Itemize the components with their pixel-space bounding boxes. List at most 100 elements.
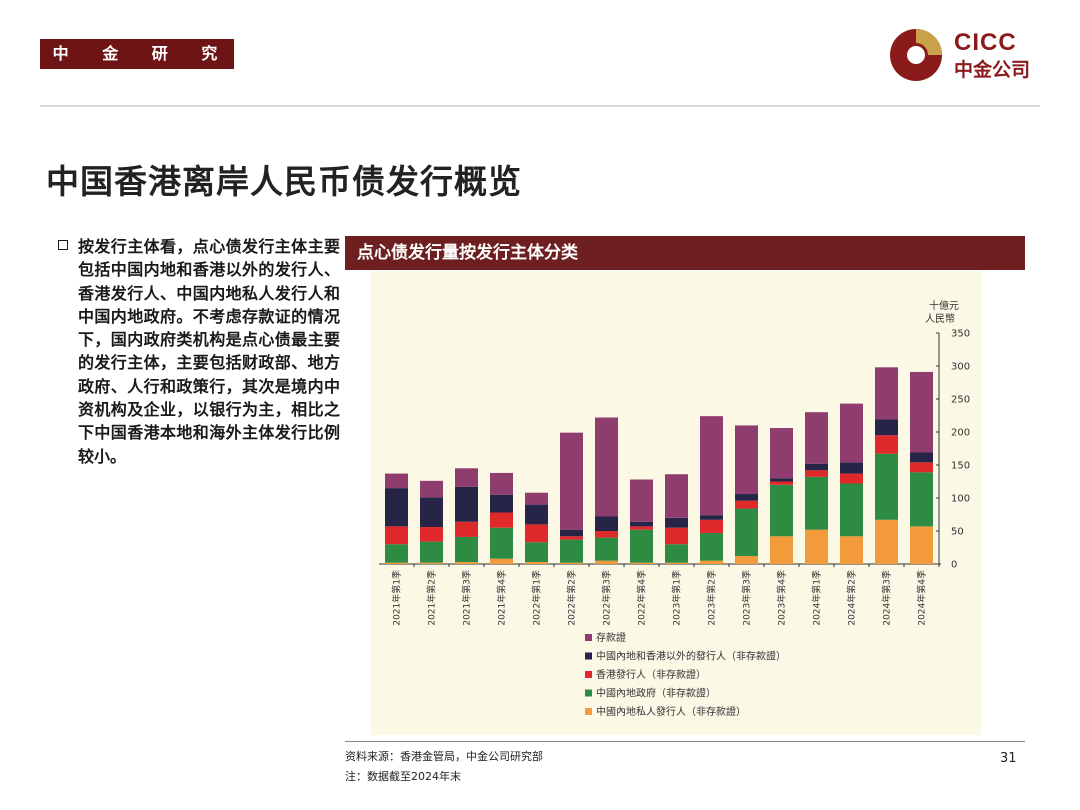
footnote: 注：数据截至2024年末 [345, 770, 461, 783]
bar-segment [910, 472, 933, 527]
bar-segment [665, 517, 688, 528]
bar-segment [630, 479, 653, 522]
bar-segment [560, 562, 583, 564]
bar-segment [875, 453, 898, 520]
bar-segment [420, 562, 443, 564]
y-axis-label: 十億元 [929, 299, 959, 312]
bar-segment [560, 536, 583, 540]
x-tick-label: 2024年第2季 [846, 570, 858, 626]
bar-segment [910, 462, 933, 473]
bar-segment [770, 536, 793, 564]
bar-segment [420, 527, 443, 542]
bar-segment [840, 462, 863, 474]
bar-segment [735, 556, 758, 564]
bar-segment [490, 527, 513, 559]
bar-segment [700, 519, 723, 533]
x-tick-label: 2022年第1季 [531, 570, 543, 626]
bar-segment [595, 537, 618, 561]
chart-header: 点心债发行量按发行主体分类 [345, 236, 1025, 270]
bar-segment [875, 519, 898, 564]
bar-segment [525, 542, 548, 563]
bar-segment [630, 562, 653, 564]
x-tick-label: 2022年第3季 [601, 570, 613, 626]
bar-segment [455, 536, 478, 563]
bar-segment [455, 521, 478, 537]
bar-segment [525, 524, 548, 543]
legend-swatch [585, 708, 592, 715]
bullet-square-icon [58, 240, 68, 250]
x-tick-label: 2021年第3季 [461, 570, 473, 626]
bar-segment [595, 560, 618, 564]
bar-segment [770, 484, 793, 537]
bar-segment [385, 562, 408, 564]
bar-segment [560, 432, 583, 530]
bar-segment [805, 529, 828, 564]
legend-swatch [585, 634, 592, 641]
bar-segment [420, 541, 443, 563]
bar-segment [525, 562, 548, 564]
y-tick-label: 350 [951, 329, 970, 340]
logo-text-en: CICC [954, 29, 1017, 56]
bar-segment [805, 470, 828, 477]
source-note: 资料来源：香港金管局，中金公司研究部 [345, 750, 543, 763]
bar-segment [385, 526, 408, 545]
x-tick-label: 2023年第2季 [706, 570, 718, 626]
logo-text-cn: 中金公司 [954, 59, 1031, 81]
bar-segment [455, 468, 478, 487]
bar-segment [770, 478, 793, 482]
bar-segment [595, 417, 618, 517]
x-tick-label: 2021年第1季 [391, 570, 403, 626]
bar-segment [665, 562, 688, 564]
bar-segment [700, 560, 723, 564]
y-tick-label: 200 [951, 428, 970, 439]
x-tick-label: 2022年第2季 [566, 570, 578, 626]
y-tick-label: 0 [951, 560, 957, 571]
y-tick-label: 150 [951, 461, 970, 472]
bar-segment [630, 529, 653, 563]
bar-segment [735, 494, 758, 501]
bar-segment [840, 403, 863, 463]
bar-segment [875, 367, 898, 420]
x-tick-label: 2023年第3季 [741, 570, 753, 626]
bar-segment [455, 562, 478, 564]
bullet-text: 按发行主体看，点心债发行主体主要包括中国内地和香港以外的发行人、香港发行人、中国… [78, 237, 340, 466]
y-tick-label: 100 [951, 494, 970, 505]
legend-label: 中國內地和香港以外的發行人（非存款證） [596, 650, 786, 663]
bar-segment [735, 500, 758, 509]
bar-segment [770, 428, 793, 479]
x-tick-label: 2024年第1季 [811, 570, 823, 626]
bar-segment [840, 536, 863, 564]
x-tick-label: 2024年第3季 [881, 570, 893, 626]
legend-swatch [585, 689, 592, 697]
bar-segment [595, 531, 618, 538]
bar-segment [910, 452, 933, 463]
bar-segment [665, 527, 688, 545]
bar-segment [385, 488, 408, 527]
bar-segment [770, 481, 793, 485]
x-tick-label: 2021年第4季 [496, 570, 508, 626]
bar-segment [700, 416, 723, 516]
bar-segment [490, 512, 513, 528]
cicc-logo: CICC 中金公司 [888, 27, 1048, 83]
y-tick-label: 300 [951, 362, 970, 373]
x-tick-label: 2023年第4季 [776, 570, 788, 626]
legend-label: 存款證 [596, 631, 626, 644]
bar-segment [560, 529, 583, 537]
bar-segment [630, 521, 653, 527]
bar-segment [525, 492, 548, 505]
bar-segment [840, 473, 863, 484]
bar-segment [910, 371, 933, 453]
footer-divider [345, 741, 1025, 742]
x-tick-label: 2022年第4季 [636, 570, 648, 626]
y-axis-label: 人民幣 [925, 313, 955, 325]
bar-segment [700, 532, 723, 561]
header-divider [40, 105, 1040, 107]
x-tick-label: 2024年第4季 [916, 570, 928, 626]
bar-segment [700, 515, 723, 520]
legend-swatch [585, 671, 592, 678]
legend-label: 中國內地政府（非存款證） [596, 687, 716, 700]
bar-segment [490, 472, 513, 495]
bar-segment [910, 526, 933, 564]
y-tick-label: 250 [951, 395, 970, 406]
x-tick-label: 2021年第2季 [426, 570, 438, 626]
